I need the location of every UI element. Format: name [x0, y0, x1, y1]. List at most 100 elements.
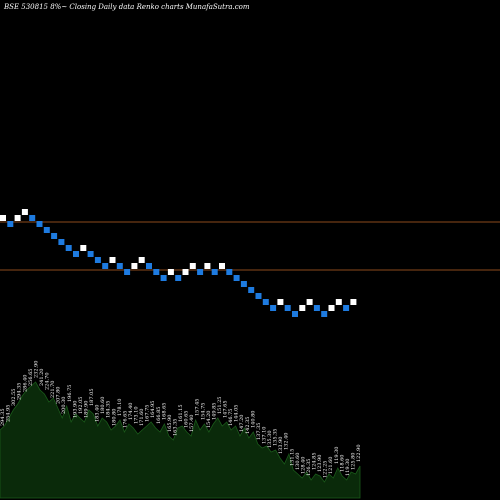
- renko-brick: [335, 299, 342, 305]
- renko-brick: [36, 221, 43, 227]
- renko-brick: [51, 233, 58, 239]
- renko-brick: [233, 275, 240, 281]
- volume-label: 224.70: [45, 373, 51, 391]
- chart-title: BSE 530815 8%~ Closing Daily data Renko …: [3, 3, 250, 11]
- volume-label: 232.90: [33, 361, 39, 379]
- volume-label: 133.90: [278, 437, 284, 455]
- renko-brick: [7, 221, 14, 227]
- volume-label: 193.90: [72, 401, 78, 419]
- renko-brick: [299, 305, 306, 311]
- renko-brick: [153, 269, 160, 275]
- volume-label: 164.95: [150, 401, 156, 419]
- renko-brick: [58, 239, 65, 245]
- renko-brick: [21, 209, 28, 215]
- volume-label: 128.40: [300, 457, 306, 475]
- volume-label: 178.10: [117, 399, 123, 417]
- volume-label: 135.30: [267, 431, 273, 449]
- volume-label: 189.90: [83, 401, 89, 419]
- volume-label: 176.65: [122, 411, 128, 429]
- renko-brick: [182, 269, 189, 275]
- volume-label: 154.75: [200, 403, 206, 421]
- volume-label: 221.70: [50, 381, 56, 399]
- volume-label: 146.75: [228, 409, 234, 427]
- renko-brick: [138, 257, 145, 263]
- volume-label: 154.20: [206, 411, 212, 429]
- renko-brick: [197, 269, 204, 275]
- renko-brick: [116, 263, 123, 269]
- volume-label: 171.60: [139, 409, 145, 427]
- renko-brick: [211, 269, 218, 275]
- volume-label: 166.85: [156, 407, 162, 425]
- renko-brick: [87, 251, 94, 257]
- volume-label: 302.55: [11, 389, 17, 407]
- volume-label: 137.10: [261, 427, 267, 445]
- volume-label: 151.25: [217, 397, 223, 415]
- volume-label: 294.35: [17, 383, 23, 401]
- renko-brick: [350, 299, 357, 305]
- reference-lines: [0, 221, 500, 271]
- volume-label: 192.05: [78, 397, 84, 415]
- volume-label: 168.65: [161, 403, 167, 421]
- volume-label: 118.60: [339, 455, 345, 473]
- volume-label: 137.35: [256, 423, 262, 441]
- volume-label: 200.30: [61, 397, 67, 415]
- renko-brick: [189, 263, 196, 269]
- volume-label: 207.80: [56, 387, 62, 405]
- volume-label: 157.45: [195, 399, 201, 417]
- renko-brick: [328, 305, 335, 311]
- volume-label: 144.05: [234, 405, 240, 423]
- volume-area: [0, 381, 361, 499]
- volume-label: 167.75: [145, 405, 151, 423]
- volume-label: 119.30: [334, 447, 340, 465]
- renko-brick: [306, 299, 313, 305]
- renko-brick: [131, 263, 138, 269]
- renko-brick: [29, 215, 36, 221]
- renko-brick: [160, 275, 167, 281]
- volume-label: 131.15: [289, 449, 295, 467]
- renko-brick: [248, 287, 255, 293]
- volume-label: 183.40: [95, 405, 101, 423]
- volume-label: 196.75: [67, 385, 73, 403]
- renko-brick: [175, 275, 182, 281]
- renko-brick: [277, 299, 284, 305]
- volume-label: 132.40: [284, 433, 290, 451]
- volume-label: 142.35: [245, 417, 251, 435]
- renko-brick: [262, 299, 269, 305]
- renko-brick: [109, 257, 116, 263]
- volume-label: 286.40: [22, 375, 28, 393]
- renko-brick: [219, 263, 225, 269]
- volume-label: 241.20: [39, 369, 45, 387]
- volume-label: 165.90: [167, 415, 173, 433]
- volume-label: 254.95: [6, 405, 12, 423]
- volume-label: 180.60: [100, 397, 106, 415]
- volume-label: 256.65: [28, 369, 34, 387]
- renko-brick: [343, 305, 350, 311]
- volume-label: 122.25: [323, 461, 329, 479]
- volume-label: 130.60: [295, 453, 301, 471]
- renko-brick: [73, 251, 79, 257]
- renko-brick: [255, 293, 262, 299]
- renko-brick: [80, 245, 87, 251]
- renko-brick: [14, 215, 21, 221]
- volume-label: 123.90: [317, 455, 323, 473]
- volume-label: 174.40: [128, 403, 134, 421]
- volume-label: 173.10: [134, 407, 140, 425]
- volume-label: 149.85: [211, 403, 217, 421]
- renko-brick: [167, 269, 174, 275]
- volume-label: 121.60: [328, 457, 334, 475]
- volume-label: 161.15: [178, 405, 184, 423]
- renko-brick: [146, 263, 152, 269]
- volume-label: 187.05: [89, 389, 95, 407]
- volume-label: 163.35: [172, 419, 178, 437]
- renko-brick: [43, 227, 50, 233]
- volume-label: 126.35: [306, 459, 312, 477]
- volume-label: 157.40: [189, 415, 195, 433]
- volume-label: 294.35: [0, 409, 6, 427]
- renko-brick: [270, 305, 277, 311]
- renko-bricks: [0, 209, 357, 317]
- renko-brick: [124, 269, 131, 275]
- volume-label: 135.35: [273, 429, 279, 447]
- renko-brick: [284, 305, 291, 311]
